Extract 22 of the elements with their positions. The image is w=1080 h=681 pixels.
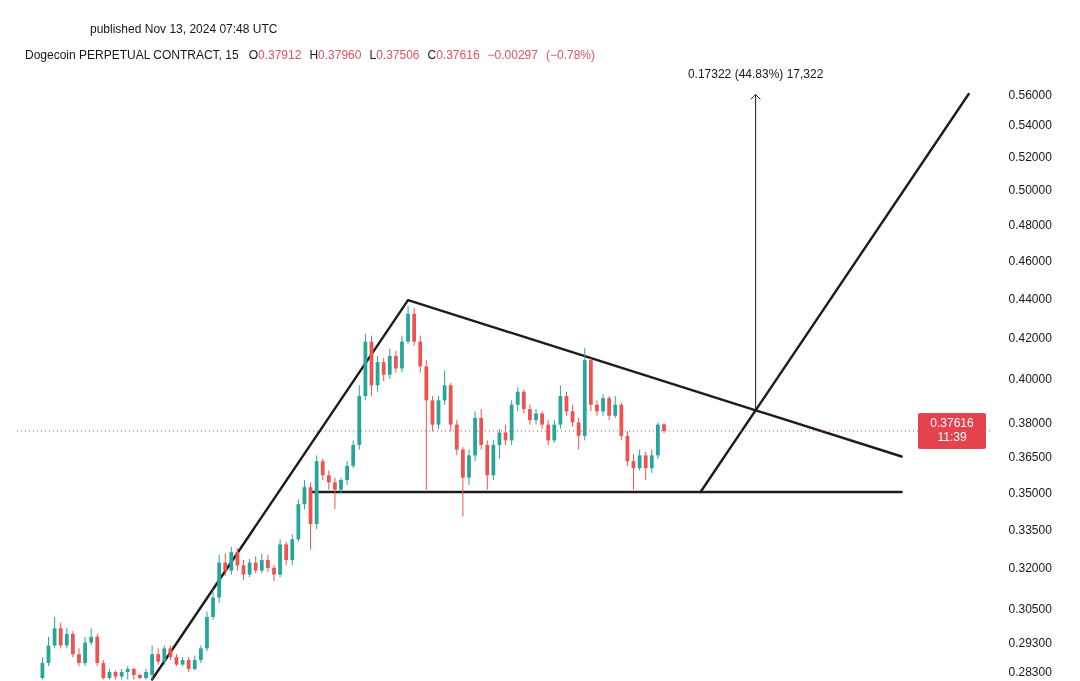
text: O0.37912 H0.37960 L0.37506 C0.37616 −0.00297 (−0.78%) xyxy=(248,48,595,62)
y-tick-label: 0.36500 xyxy=(1008,449,1053,464)
y-tick-label: 0.48000 xyxy=(1008,218,1053,233)
y-tick-label: 0.35000 xyxy=(1008,485,1053,500)
y-tick-label: 0.52000 xyxy=(1008,150,1053,165)
y-tick-label: 0.46000 xyxy=(1008,254,1053,269)
annotation: 0.17322 (44.83%) 17,322 xyxy=(687,66,824,81)
chart-title: Dogecoin PERPETUAL CONTRACT, 15 xyxy=(25,48,239,62)
y-tick-label: 0.30500 xyxy=(1008,602,1053,617)
y-tick-label: 0.29300 xyxy=(1008,636,1053,651)
y-tick-label: 0.42000 xyxy=(1008,331,1053,346)
y-tick-label: 0.54000 xyxy=(1008,118,1053,133)
y-tick-label: 0.38000 xyxy=(1008,415,1053,430)
text: published Nov 13, 2024 07:48 UTC xyxy=(90,22,278,36)
y-tick-label: 0.33500 xyxy=(1008,522,1053,537)
y-tick-label: 0.50000 xyxy=(1008,183,1053,198)
y-tick-label: 0.32000 xyxy=(1008,561,1053,576)
y-tick-label: 0.44000 xyxy=(1008,291,1053,306)
y-tick-label: 0.40000 xyxy=(1008,372,1053,387)
ref-line-label: 0.37616 11:39 xyxy=(930,415,975,444)
y-tick-label: 0.56000 xyxy=(1008,87,1053,102)
y-tick-label: 0.28300 xyxy=(1008,665,1053,680)
